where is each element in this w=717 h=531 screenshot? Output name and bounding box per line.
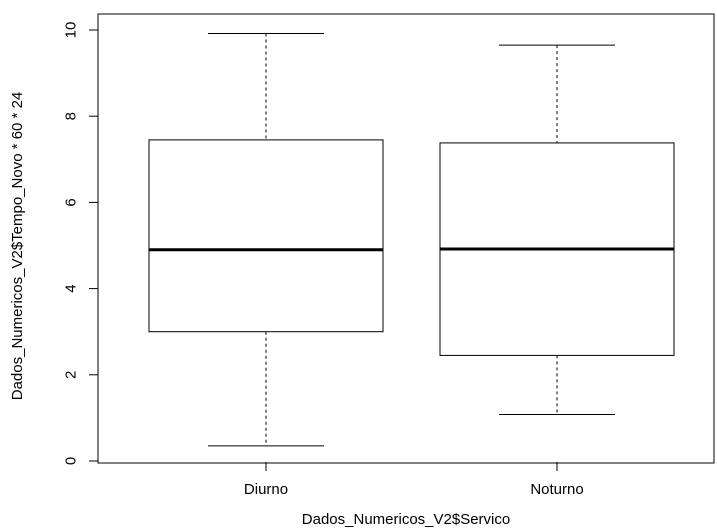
iqr-box [148,139,384,333]
box-noturno [439,44,675,415]
x-tick-label: Diurno [244,481,288,498]
x-axis-ticks: Diurno Noturno [244,462,584,498]
y-axis-ticks: 0 2 4 6 8 10 [62,22,98,465]
y-tick-label: 6 [62,198,79,206]
boxes [148,32,675,447]
x-axis-title: Dados_Numericos_V2$Servico [302,511,510,528]
x-tick-label: Noturno [530,481,583,498]
y-axis-title: Dados_Numericos_V2$Tempo_Novo * 60 * 24 [9,92,26,401]
y-tick-label: 0 [62,457,79,465]
y-tick-label: 10 [62,22,79,39]
y-tick-label: 4 [62,284,79,292]
y-tick-label: 8 [62,112,79,120]
y-tick-label: 2 [62,371,79,379]
box-diurno [148,32,384,447]
